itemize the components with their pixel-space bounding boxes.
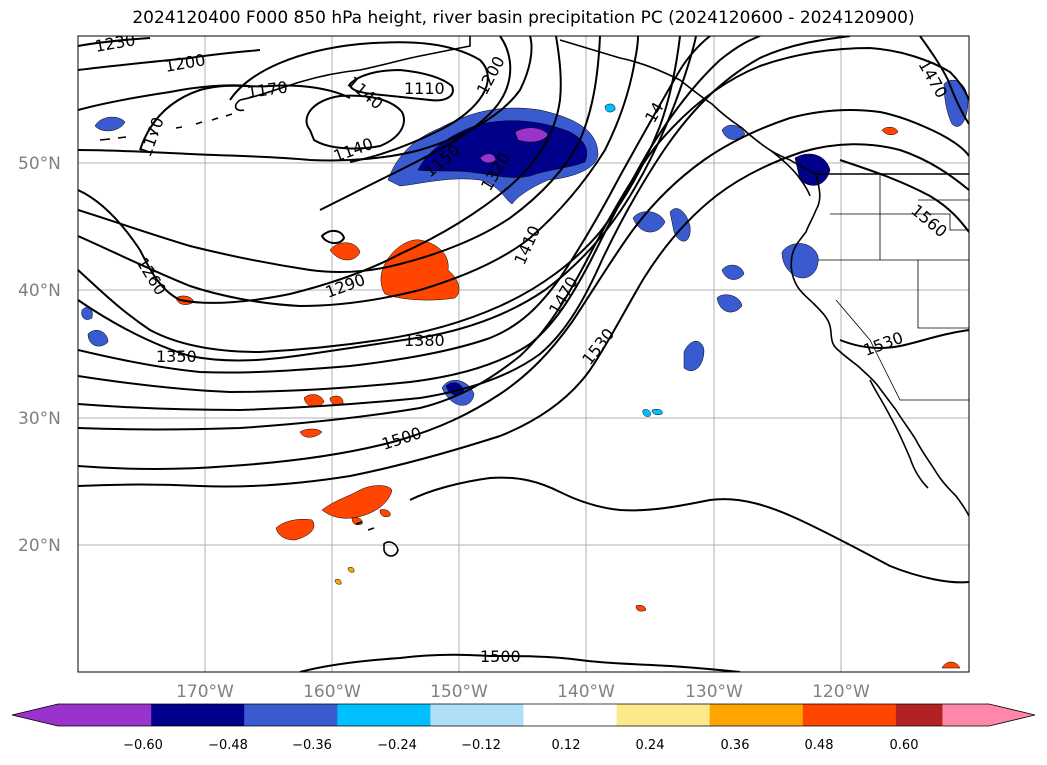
lon-label: 160°W bbox=[303, 682, 361, 702]
contour-small-loop bbox=[320, 230, 346, 244]
contour-1410 bbox=[78, 36, 711, 374]
contour-label: 1380 bbox=[404, 331, 445, 350]
colorbar-segment bbox=[942, 704, 1035, 726]
colorbar-segment bbox=[616, 704, 711, 726]
colorbar-ticks: −0.60 −0.48 −0.36 −0.24 −0.12 0.12 0.24 … bbox=[123, 738, 918, 753]
contour-1530-east bbox=[839, 329, 969, 349]
contour-1320 bbox=[78, 36, 639, 308]
colorbar-tick-label: −0.36 bbox=[292, 738, 332, 753]
state-boundaries bbox=[818, 174, 969, 401]
lat-label: 50°N bbox=[18, 154, 61, 174]
aleutian-islands bbox=[99, 113, 233, 141]
contour-1110-loop bbox=[348, 68, 454, 102]
lon-labels: 170°W 160°W 150°W 140°W 130°W 120°W bbox=[176, 682, 870, 702]
contour-1230 bbox=[78, 37, 151, 47]
colorbar-tick-label: 0.60 bbox=[890, 738, 919, 753]
contour-1290 bbox=[78, 36, 601, 273]
alaska-panhandle-coast bbox=[559, 39, 817, 175]
baja-peninsula bbox=[869, 379, 929, 489]
colorbar-tick-label: −0.48 bbox=[208, 738, 248, 753]
lon-label: 170°W bbox=[176, 682, 234, 702]
lon-label: 140°W bbox=[557, 682, 615, 702]
contour-1500-bottom bbox=[299, 653, 741, 672]
lon-label: 120°W bbox=[812, 682, 870, 702]
contour-1560 bbox=[839, 159, 969, 233]
colorbar-tick-label: 0.24 bbox=[636, 738, 665, 753]
colorbar-segment bbox=[244, 704, 338, 726]
contour-1500-south bbox=[78, 109, 969, 470]
contour-1230-east bbox=[78, 36, 533, 162]
colorbar-segment bbox=[709, 704, 804, 726]
colorbar-tick-label: −0.60 bbox=[123, 738, 163, 753]
north-america-west-coast bbox=[790, 173, 969, 517]
colorbar: −0.60 −0.48 −0.36 −0.24 −0.12 0.12 0.24 … bbox=[11, 703, 1036, 753]
contour-1470 bbox=[78, 36, 851, 412]
lat-label: 20°N bbox=[18, 536, 61, 556]
colorbar-segment bbox=[430, 704, 524, 726]
contour-label: 1500 bbox=[480, 647, 521, 666]
contour-1140-loop bbox=[305, 94, 405, 150]
contour-label: 1110 bbox=[404, 79, 445, 98]
lat-label: 40°N bbox=[18, 281, 61, 301]
contour-1200-west bbox=[78, 49, 261, 71]
lon-label: 150°W bbox=[430, 682, 488, 702]
contour-1140-outer bbox=[229, 41, 489, 163]
map-title: 2024120400 F000 850 hPa height, river ba… bbox=[132, 8, 915, 28]
colorbar-tick-label: 0.48 bbox=[805, 738, 834, 753]
colorbar-tick-label: −0.24 bbox=[377, 738, 417, 753]
alaska-coast bbox=[239, 36, 471, 101]
contour-1260 bbox=[78, 36, 562, 304]
contour-1170-loop bbox=[139, 84, 351, 151]
map-border bbox=[77, 35, 970, 673]
contour-label: 1350 bbox=[156, 347, 197, 366]
contour-1530 bbox=[78, 143, 969, 488]
contour-tropic bbox=[409, 476, 969, 584]
colorbar-segment bbox=[523, 704, 618, 726]
lon-label: 130°W bbox=[685, 682, 743, 702]
colorbar-segment bbox=[802, 704, 897, 726]
colorbar-segment bbox=[12, 704, 152, 726]
precipitation-patches bbox=[81, 80, 969, 669]
colorbar-tick-label: 0.12 bbox=[552, 738, 581, 753]
colorbar-tick-label: −0.12 bbox=[461, 738, 501, 753]
contour-1500 bbox=[78, 46, 969, 431]
contour-1200-east bbox=[319, 36, 512, 211]
lat-label: 30°N bbox=[18, 409, 61, 429]
colorbar-outline bbox=[11, 703, 1036, 727]
contour-1470-ne bbox=[919, 36, 969, 125]
hawaii-island-big bbox=[383, 541, 399, 557]
height-contours bbox=[78, 36, 969, 672]
colorbar-tick-label: 0.36 bbox=[721, 738, 750, 753]
colorbar-segment bbox=[337, 704, 431, 726]
lat-labels: 50°N 40°N 30°N 20°N bbox=[18, 154, 61, 556]
vancouver-island bbox=[769, 149, 811, 197]
colorbar-segment bbox=[151, 704, 245, 726]
coastlines bbox=[99, 36, 969, 557]
